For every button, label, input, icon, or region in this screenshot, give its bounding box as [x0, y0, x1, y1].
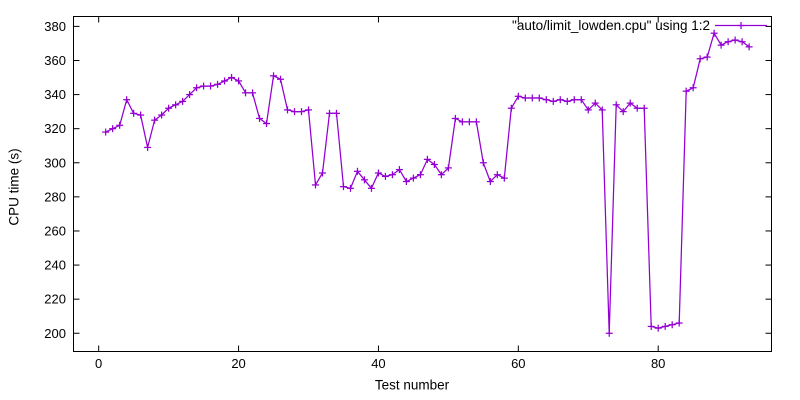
- x-tick-label: 0: [95, 356, 102, 371]
- x-tick-label: 60: [511, 356, 525, 371]
- y-tick-label: 340: [44, 87, 66, 102]
- y-axis-title: CPU time (s): [6, 148, 22, 226]
- y-tick-label: 220: [44, 292, 66, 307]
- y-tick-label: 360: [44, 53, 66, 68]
- data-line: [105, 31, 750, 334]
- y-tick-label: 200: [44, 326, 66, 341]
- x-tick-label: 80: [651, 356, 665, 371]
- x-tick-label: 40: [371, 356, 385, 371]
- y-tick-label: 280: [44, 189, 66, 204]
- y-tick-label: 240: [44, 258, 66, 273]
- legend-label: "auto/limit_lowden.cpu" using 1:2: [512, 18, 710, 33]
- x-tick-label: 20: [231, 356, 245, 371]
- y-tick-label: 320: [44, 121, 66, 136]
- x-axis-title: Test number: [374, 377, 450, 393]
- y-tick-label: 300: [44, 155, 66, 170]
- y-tick-label: 260: [44, 223, 66, 238]
- plot-border: [73, 16, 772, 352]
- y-tick-label: 380: [44, 19, 66, 34]
